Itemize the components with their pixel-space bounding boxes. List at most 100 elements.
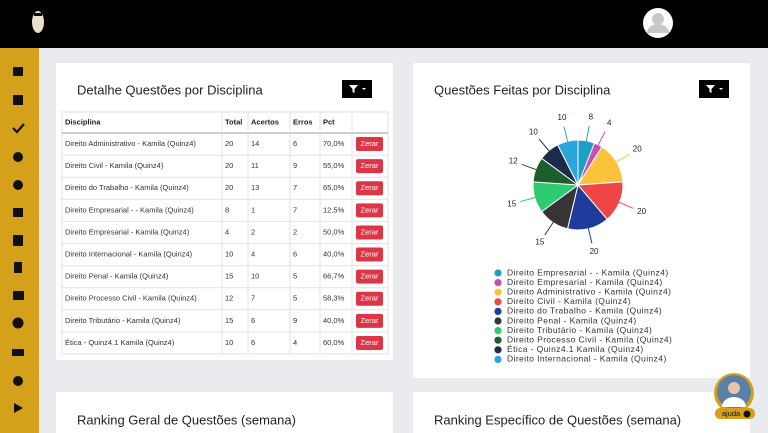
table-cell: 15 (225, 316, 233, 325)
ranking-card (413, 392, 750, 433)
legend-label: Direito Internacional - Kamila (Quinz4) (507, 354, 667, 364)
table-cell: 50,0% (323, 227, 345, 236)
table-cell: 14 (251, 139, 259, 148)
filter-button[interactable] (342, 80, 372, 98)
reset-label[interactable]: Zerar (361, 338, 379, 347)
leader-line (585, 125, 590, 145)
table-cell: 70,0% (323, 139, 345, 148)
legend-swatch (494, 288, 502, 296)
legend-label: Direito do Trabalho - Kamila (Quinz4) (507, 306, 662, 316)
table-cell: 7 (293, 183, 297, 192)
leader-line (596, 131, 606, 149)
table-cell: 20 (225, 161, 233, 170)
legend-label: Direito Penal - Kamila (Quinz4) (507, 315, 637, 325)
menu-icon[interactable] (13, 291, 24, 300)
reset-label[interactable]: Zerar (361, 183, 379, 192)
top-bar (0, 0, 768, 48)
help-widget[interactable]: ajuda (714, 373, 755, 419)
reset-button[interactable] (356, 159, 383, 174)
slice-label: 4 (607, 119, 612, 128)
legend-label: Direito Tributário - Kamila (Quinz4) (507, 325, 652, 335)
menu-icon[interactable] (12, 349, 24, 356)
menu-icon[interactable] (13, 208, 23, 217)
table-cell: 4 (293, 338, 297, 347)
column-header: Disciplina (65, 117, 101, 126)
legend-swatch (494, 298, 502, 306)
slice-label: 20 (633, 145, 642, 154)
menu-icon[interactable] (14, 403, 23, 413)
menu-icon[interactable] (12, 317, 24, 329)
table-cell: 1 (251, 205, 255, 214)
menu-icon[interactable] (12, 123, 25, 134)
table-cell: 6 (293, 139, 297, 148)
table-cell: 5 (293, 294, 297, 303)
card-title: Questões Feitas por Disciplina (434, 82, 611, 97)
table-cell: Direito Processo Civil - Kamila (Quinz4) (65, 294, 197, 303)
table-cell: 2 (251, 227, 255, 236)
reset-label[interactable]: Zerar (361, 272, 379, 281)
legend-label: Direito Administrativo - Kamila (Quinz4) (507, 286, 671, 296)
leader-line (612, 153, 630, 165)
slice-label: 15 (535, 238, 544, 247)
menu-icon[interactable] (14, 262, 22, 273)
slice-label: 10 (529, 127, 538, 136)
reset-button[interactable] (356, 269, 383, 284)
card-title: Detalhe Questões por Disciplina (77, 82, 263, 97)
menu-icon[interactable] (13, 180, 23, 190)
reset-button[interactable] (356, 137, 383, 152)
table-cell: 9 (293, 161, 297, 170)
table-cell: 60,0% (323, 338, 345, 347)
table-cell: 20 (225, 139, 233, 148)
table-cell: Direito Tributário - Kamila (Quinz4) (65, 316, 181, 325)
reset-button[interactable] (356, 335, 383, 350)
table-cell: 11 (251, 161, 259, 170)
table-cell: 6 (293, 250, 297, 259)
leader-line (538, 138, 552, 155)
table-cell: Direito Civil - Kamila (Quinz4) (65, 161, 164, 170)
leader-line (544, 218, 556, 236)
reset-label[interactable]: Zerar (361, 161, 379, 170)
card-title: Ranking Específico de Questões (semana) (434, 412, 681, 427)
slice-label: 15 (507, 199, 516, 208)
reset-label[interactable]: Zerar (361, 139, 379, 148)
table-cell: 4 (251, 250, 255, 259)
reset-label[interactable]: Zerar (361, 205, 379, 214)
reset-button[interactable] (356, 203, 383, 218)
filter-button[interactable] (699, 80, 729, 98)
logo (32, 11, 44, 33)
reset-button[interactable] (356, 181, 383, 196)
reset-button[interactable] (356, 247, 383, 262)
legend-swatch (494, 317, 502, 325)
table-cell: 10 (251, 272, 259, 281)
table-cell: 40,0% (323, 316, 345, 325)
table-cell: 55,0% (323, 161, 345, 170)
reset-label[interactable]: Zerar (361, 250, 379, 259)
sidebar-icons (12, 67, 25, 413)
table-cell: 10 (225, 250, 233, 259)
table-cell: Direito Empresarial - Kamila (Quinz4) (65, 227, 190, 236)
table-cell: Ética - Quinz4.1 Kamila (Quinz4) (65, 338, 175, 347)
reset-button[interactable] (356, 291, 383, 306)
menu-icon[interactable] (13, 235, 23, 246)
table-cell: Direito Empresarial - - Kamila (Quinz4) (65, 205, 194, 214)
reset-button[interactable] (356, 313, 383, 328)
reset-button[interactable] (356, 225, 383, 240)
menu-icon[interactable] (13, 67, 23, 76)
table-cell: 12 (225, 294, 233, 303)
help-label[interactable]: ajuda (722, 409, 741, 418)
menu-icon[interactable] (13, 95, 23, 105)
table-cell: 5 (293, 272, 297, 281)
table-cell: 66,7% (323, 272, 345, 281)
menu-icon[interactable] (13, 152, 23, 162)
table-cell: 7 (293, 205, 297, 214)
column-header: Pct (323, 117, 335, 126)
legend-swatch (494, 346, 502, 354)
leader-line (615, 200, 634, 209)
reset-label[interactable]: Zerar (361, 227, 379, 236)
menu-icon[interactable] (13, 376, 23, 386)
reset-label[interactable]: Zerar (361, 294, 379, 303)
column-header: Erros (293, 117, 313, 126)
reset-label[interactable]: Zerar (361, 316, 379, 325)
user-avatar[interactable] (643, 8, 673, 38)
